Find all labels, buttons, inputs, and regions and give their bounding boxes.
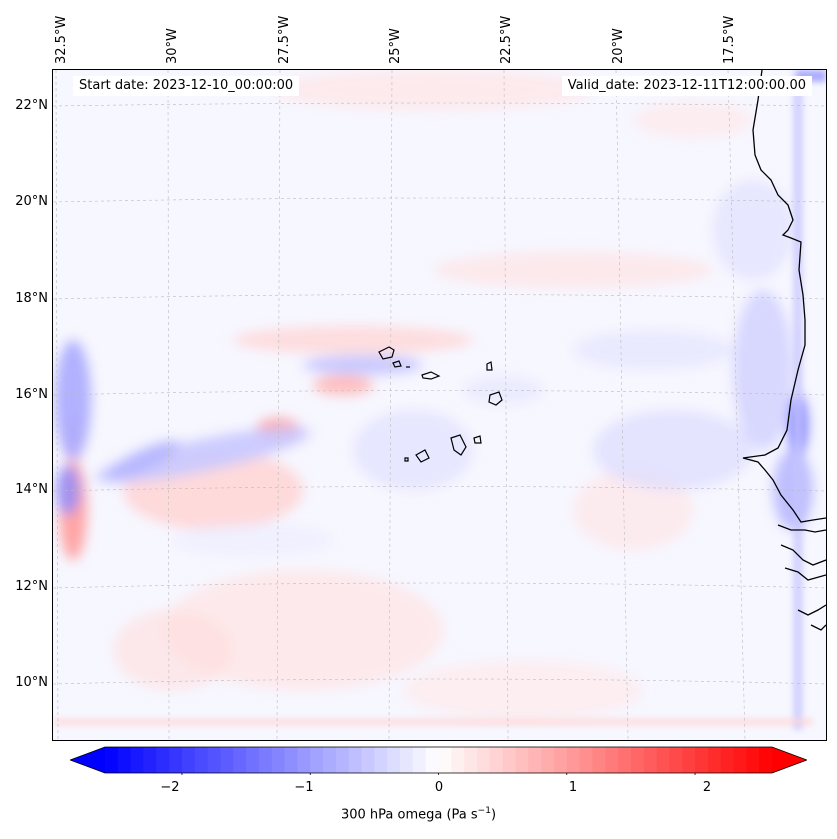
- colorbar-segment: [605, 747, 619, 773]
- colorbar-segment: [143, 747, 157, 773]
- lat-label-12n: 12°N: [15, 579, 48, 594]
- colorbar-segment: [105, 747, 119, 773]
- colorbar-segment: [438, 747, 452, 773]
- colorbar-segment: [566, 747, 581, 773]
- colorbar-segment: [695, 747, 709, 773]
- colorbar-segment: [117, 747, 132, 773]
- lat-label-10n: 10°N: [15, 675, 48, 690]
- colorbar-segment: [643, 747, 658, 773]
- lon-label-27-5w: 27.5°W: [277, 15, 292, 64]
- colorbar-segment: [464, 747, 478, 773]
- colorbar-segments: [70, 747, 807, 773]
- colorbar-segment: [194, 747, 209, 773]
- colorbar-segment: [323, 747, 337, 773]
- colorbar-segment: [374, 747, 388, 773]
- colorbar-segment: [682, 747, 696, 773]
- coastline-africa: [742, 70, 826, 631]
- start-date-label: Start date: 2023-12-10_00:00:00: [73, 76, 300, 96]
- colorbar-segment: [541, 747, 555, 773]
- colorbar-graphic: [70, 746, 807, 775]
- lat-label-18n: 18°N: [15, 291, 48, 306]
- colorbar-segment: [169, 747, 183, 773]
- colorbar-segment: [181, 747, 196, 773]
- colorbar-segment: [156, 747, 170, 773]
- lon-label-20w: 20°W: [611, 28, 626, 64]
- tick-label-neg2: −2: [160, 780, 180, 795]
- colorbar-segment: [720, 747, 735, 773]
- colorbar-segment: [233, 747, 247, 773]
- tick-label-0: 0: [434, 780, 444, 795]
- colorbar-segment: [297, 747, 311, 773]
- colorbar-segment: [746, 747, 760, 773]
- colorbar-segment: [759, 747, 773, 773]
- colorbar: [70, 745, 807, 775]
- colorbar-extend-max: [772, 747, 807, 773]
- colorbar-segment: [271, 747, 286, 773]
- colorbar-segment: [412, 747, 427, 773]
- colorbar-segment: [528, 747, 542, 773]
- colorbar-segment: [618, 747, 632, 773]
- colorbar-segment: [207, 747, 222, 773]
- colorbar-segment: [502, 747, 517, 773]
- colorbar-segment: [258, 747, 273, 773]
- colorbar-segment: [656, 747, 670, 773]
- lat-label-22n: 22°N: [15, 98, 48, 113]
- colorbar-outline: [70, 746, 807, 774]
- lon-label-25w: 25°W: [388, 28, 403, 64]
- colorbar-segment: [246, 747, 260, 773]
- colorbar-segment: [361, 747, 375, 773]
- lat-label-16n: 16°N: [15, 387, 48, 402]
- colorbar-segment: [553, 747, 568, 773]
- colorbar-extend-min: [70, 747, 105, 773]
- colorbar-segment: [476, 747, 491, 773]
- lon-label-22-5w: 22.5°W: [499, 15, 514, 64]
- colorbar-segment: [348, 747, 363, 773]
- colorbar-label: 300 hPa omega (Pa s−1): [0, 806, 837, 822]
- colorbar-segment: [220, 747, 234, 773]
- lat-label-14n: 14°N: [15, 482, 48, 497]
- colorbar-segment: [630, 747, 645, 773]
- valid-date-label: Valid_date: 2023-12-11T12:00:00.00: [561, 76, 812, 96]
- colorbar-label-sup: −1: [477, 806, 491, 816]
- colorbar-segment: [451, 747, 465, 773]
- colorbar-label-close: ): [490, 807, 497, 823]
- colorbar-segment: [335, 747, 350, 773]
- tick-label-neg1: −1: [294, 780, 314, 795]
- gridlines: [53, 70, 826, 740]
- tick-label-1: 1: [568, 780, 578, 795]
- colorbar-segment: [387, 747, 401, 773]
- colorbar-segment: [515, 747, 529, 773]
- colorbar-segment: [130, 747, 145, 773]
- colorbar-segment: [579, 747, 594, 773]
- colorbar-label-main: 300 hPa omega (Pa s: [340, 807, 478, 823]
- map-panel: [52, 69, 827, 741]
- colorbar-segment: [707, 747, 722, 773]
- lon-label-30w: 30°W: [165, 28, 180, 64]
- colorbar-segment: [310, 747, 324, 773]
- colorbar-segment: [400, 747, 414, 773]
- cape-verde-islands: [378, 346, 503, 463]
- colorbar-segment: [592, 747, 606, 773]
- omega-field: [55, 70, 813, 720]
- lat-label-20n: 20°N: [15, 194, 48, 209]
- map-canvas: [53, 70, 826, 740]
- lon-label-17-5w: 17.5°W: [722, 15, 737, 64]
- lon-label-32-5w: 32.5°W: [54, 15, 69, 64]
- colorbar-segment: [733, 747, 747, 773]
- colorbar-ticks: [181, 773, 696, 775]
- colorbar-segment: [284, 747, 299, 773]
- colorbar-segment: [669, 747, 683, 773]
- tick-label-2: 2: [702, 780, 712, 795]
- colorbar-segment: [489, 747, 504, 773]
- colorbar-segment: [425, 747, 440, 773]
